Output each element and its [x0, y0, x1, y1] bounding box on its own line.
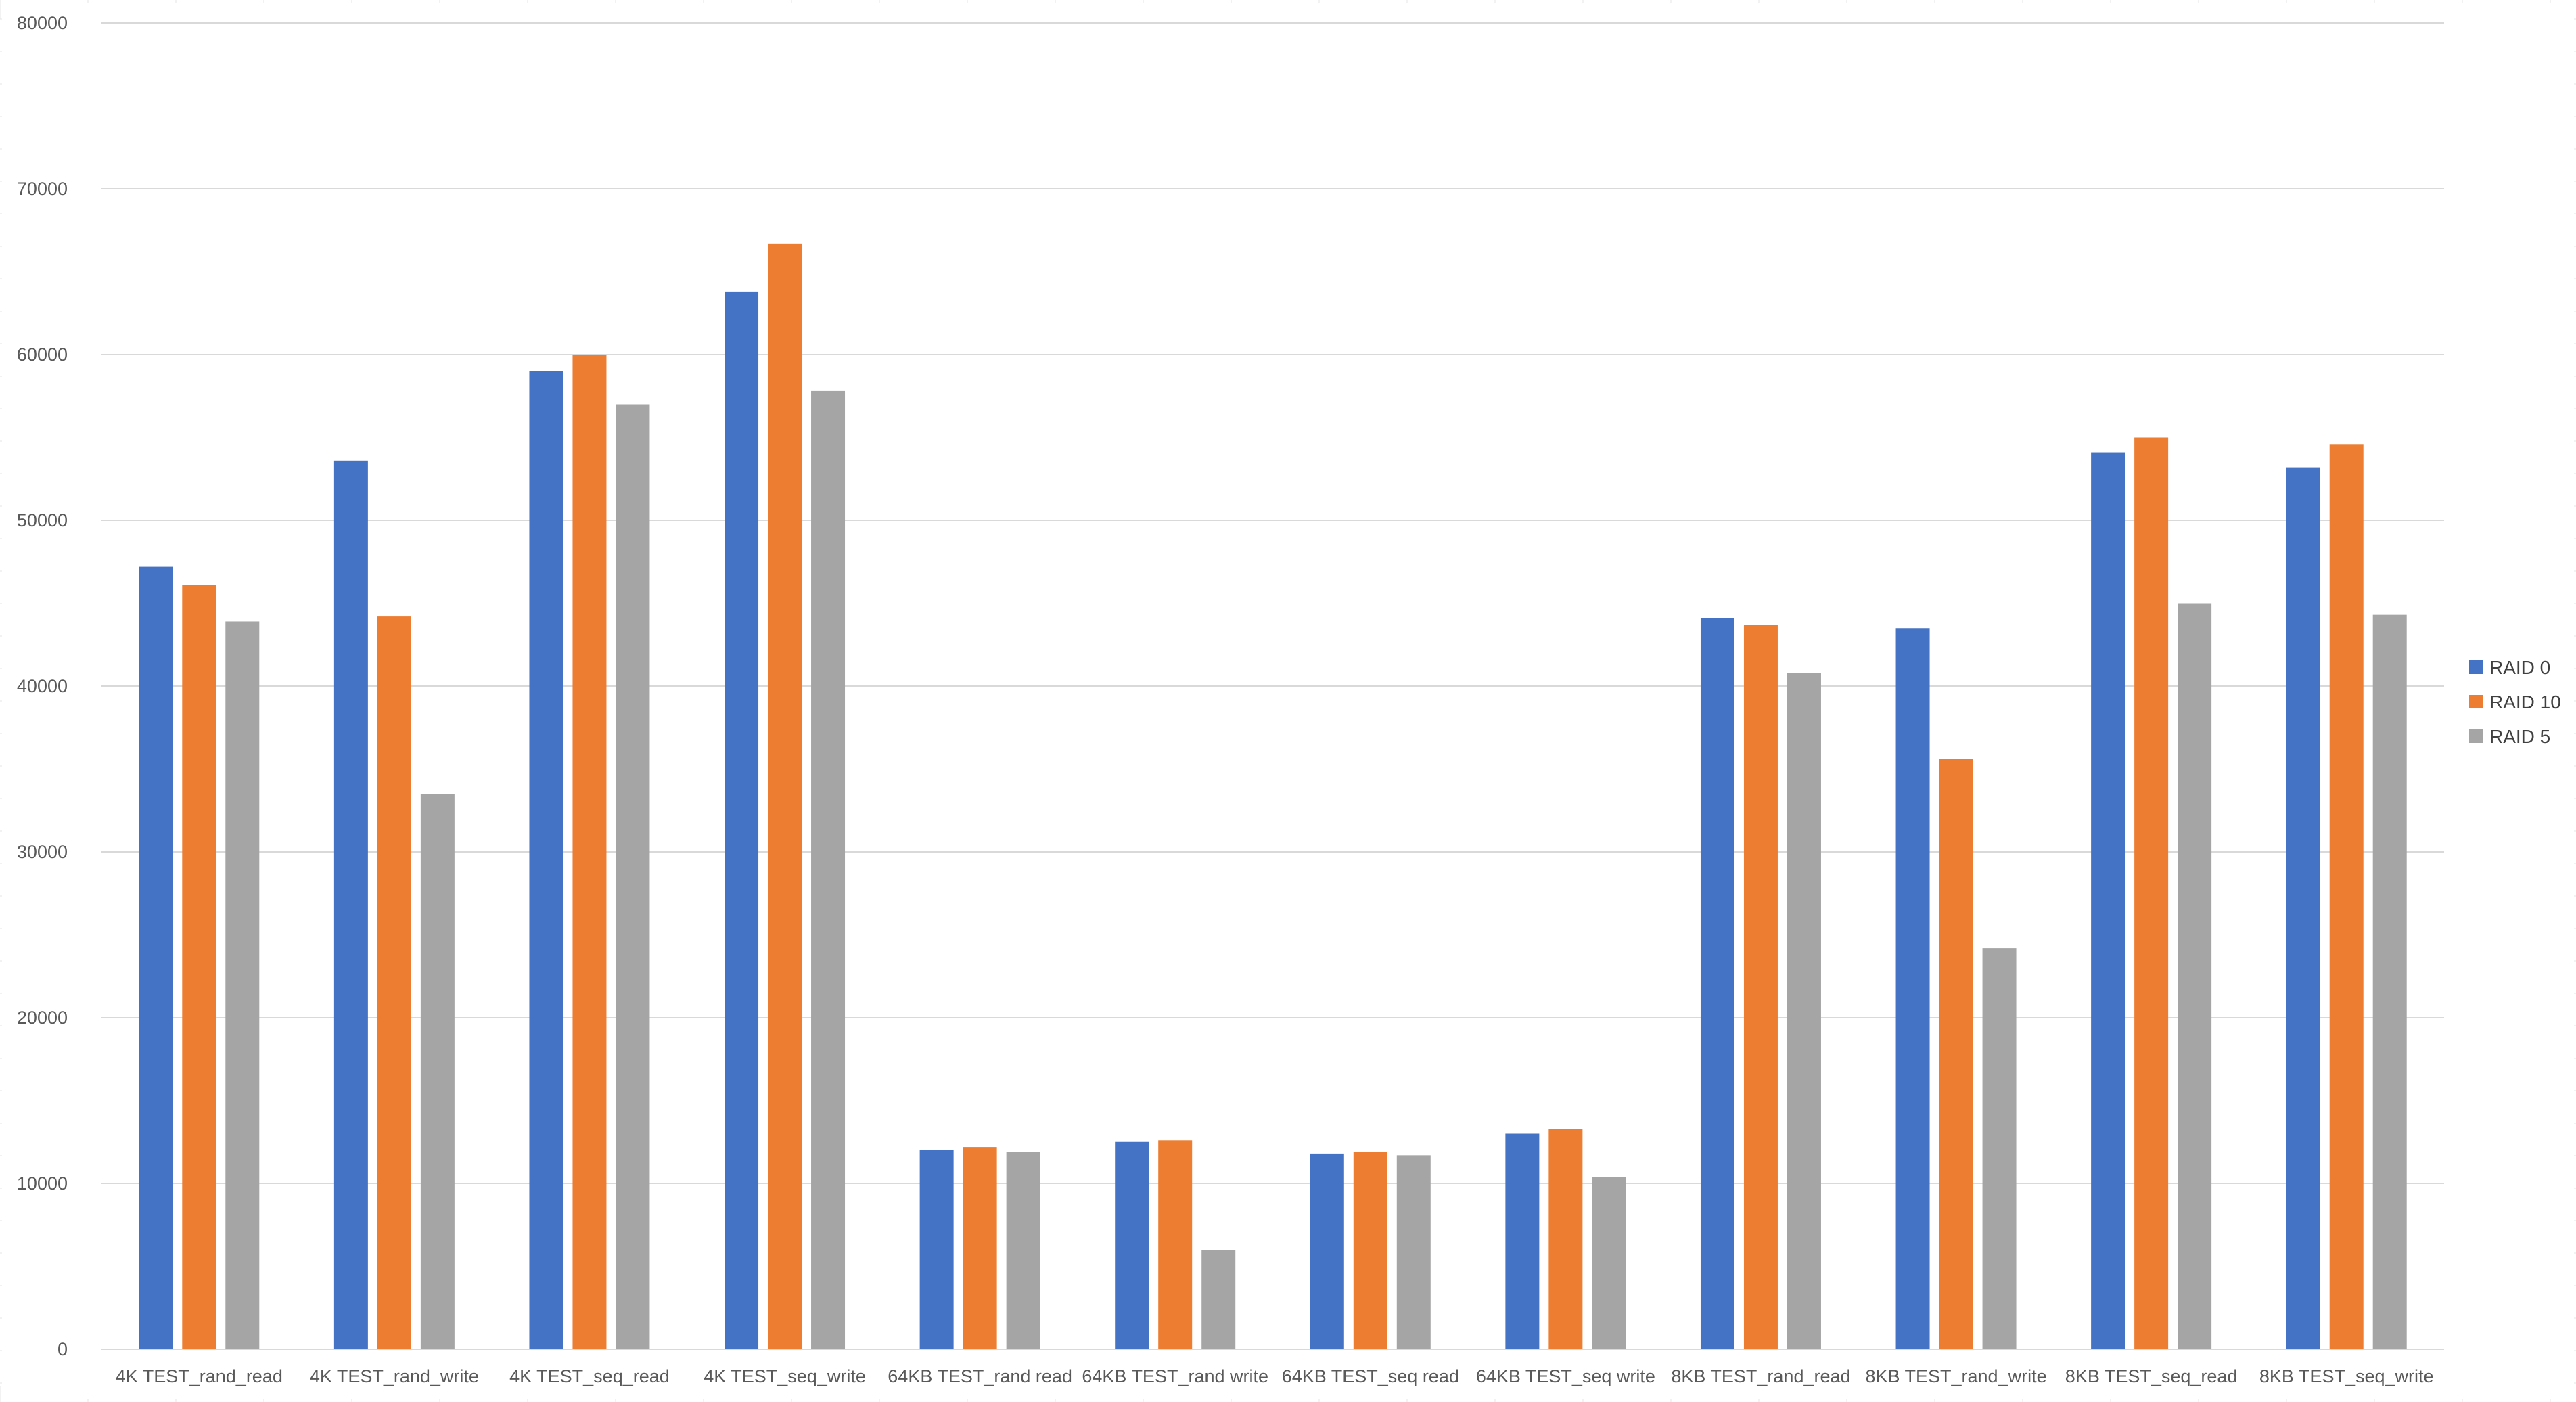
- bar-raid-10-7[interactable]: [1548, 1129, 1583, 1349]
- bar-raid-10-1[interactable]: [377, 616, 411, 1349]
- bar-raid-10-6[interactable]: [1353, 1152, 1387, 1349]
- x-tick-label: 64KB TEST_seq read: [1282, 1366, 1459, 1386]
- x-tick-label: 8KB TEST_seq_read: [2065, 1366, 2238, 1386]
- bar-raid-10-4[interactable]: [963, 1147, 997, 1349]
- legend-item-raid-10[interactable]: RAID 10: [2469, 692, 2561, 713]
- bar-raid-0-11[interactable]: [2286, 467, 2320, 1349]
- x-tick-label: 64KB TEST_seq write: [1476, 1366, 1655, 1386]
- bar-raid-0-6[interactable]: [1310, 1153, 1344, 1349]
- legend-swatch: [2469, 660, 2483, 674]
- y-tick-label: 80000: [17, 13, 68, 33]
- bars: [139, 243, 2407, 1350]
- bar-raid-0-9[interactable]: [1895, 628, 1930, 1349]
- bar-raid-10-8[interactable]: [1743, 625, 1778, 1349]
- bar-raid-0-5[interactable]: [1115, 1141, 1149, 1349]
- bar-raid-10-11[interactable]: [2329, 444, 2364, 1349]
- bar-raid-10-2[interactable]: [572, 355, 607, 1349]
- x-tick-label: 8KB TEST_rand_write: [1865, 1366, 2046, 1386]
- bar-raid-0-2[interactable]: [529, 371, 564, 1350]
- bar-raid-0-1[interactable]: [334, 460, 368, 1349]
- legend-swatch: [2469, 695, 2483, 708]
- bar-raid-0-4[interactable]: [919, 1150, 954, 1349]
- y-axis-tick-labels: 0 10000 20000 30000 40000 50000 60000 70000 8000…: [17, 13, 68, 1359]
- bar-raid-5-2[interactable]: [616, 404, 650, 1350]
- x-tick-label: 64KB TEST_rand read: [888, 1366, 1072, 1386]
- legend-label: RAID 10: [2489, 692, 2561, 713]
- y-tick-label: 40000: [17, 676, 68, 696]
- bar-raid-5-10[interactable]: [2178, 603, 2212, 1350]
- bar-raid-5-1[interactable]: [420, 794, 455, 1349]
- bar-raid-5-5[interactable]: [1201, 1250, 1236, 1349]
- y-tick-label: 0: [58, 1339, 68, 1359]
- x-tick-label: 4K TEST_seq_read: [509, 1366, 670, 1386]
- bar-raid-10-10[interactable]: [2134, 437, 2169, 1350]
- legend-swatch: [2469, 729, 2483, 743]
- legend-item-raid-5[interactable]: RAID 5: [2469, 726, 2550, 747]
- bar-raid-0-0[interactable]: [139, 566, 173, 1349]
- bar-raid-5-7[interactable]: [1592, 1177, 1626, 1349]
- bar-raid-0-3[interactable]: [724, 291, 759, 1349]
- x-tick-label: 8KB TEST_seq_write: [2259, 1366, 2434, 1386]
- y-tick-label: 50000: [17, 510, 68, 530]
- bar-raid-5-3[interactable]: [811, 390, 846, 1349]
- bar-raid-10-3[interactable]: [768, 243, 802, 1350]
- legend-label: RAID 5: [2489, 726, 2550, 747]
- bar-raid-10-5[interactable]: [1158, 1140, 1193, 1349]
- bar-raid-0-7[interactable]: [1505, 1133, 1540, 1350]
- y-tick-label: 60000: [17, 344, 68, 365]
- y-tick-label: 20000: [17, 1008, 68, 1028]
- bar-raid-0-10[interactable]: [2091, 452, 2125, 1349]
- y-tick-label: 70000: [17, 179, 68, 199]
- bar-raid-5-4[interactable]: [1006, 1152, 1040, 1349]
- bar-raid-5-6[interactable]: [1396, 1155, 1431, 1349]
- x-tick-label: 4K TEST_rand_read: [116, 1366, 283, 1386]
- bar-raid-0-8[interactable]: [1700, 618, 1734, 1349]
- legend-item-raid-0[interactable]: RAID 0: [2469, 657, 2550, 678]
- legend-label: RAID 0: [2489, 657, 2550, 678]
- legend[interactable]: RAID 0 RAID 10 RAID 5: [2469, 657, 2561, 747]
- x-tick-label: 4K TEST_rand_write: [310, 1366, 479, 1386]
- bar-raid-10-9[interactable]: [1939, 759, 1973, 1349]
- y-tick-label: 10000: [17, 1173, 68, 1194]
- x-tick-label: 64KB TEST_rand write: [1082, 1366, 1268, 1386]
- bar-raid-5-11[interactable]: [2372, 614, 2407, 1349]
- bar-raid-5-9[interactable]: [1982, 948, 2017, 1349]
- y-tick-label: 30000: [17, 842, 68, 862]
- bar-raid-5-8[interactable]: [1787, 673, 1821, 1349]
- x-tick-label: 4K TEST_seq_write: [704, 1366, 866, 1386]
- x-axis-tick-labels: 4K TEST_rand_read 4K TEST_rand_write 4K TE…: [116, 1366, 2434, 1386]
- bar-raid-5-0[interactable]: [225, 621, 260, 1350]
- x-tick-label: 8KB TEST_rand_read: [1671, 1366, 1850, 1386]
- gridlines: [101, 22, 2444, 1350]
- bar-raid-10-0[interactable]: [182, 585, 216, 1349]
